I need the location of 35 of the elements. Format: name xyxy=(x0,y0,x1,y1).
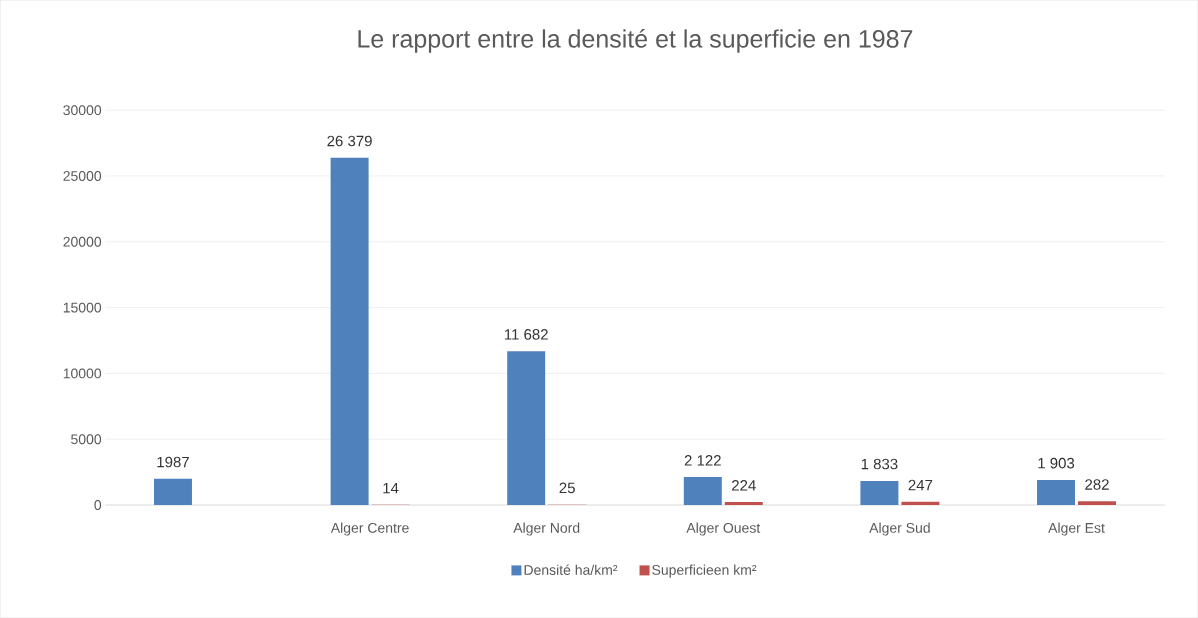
chart-title: Le rapport entre la densité et la superficie en 1987 xyxy=(358,28,913,53)
bar xyxy=(507,351,546,505)
data-label: 1987 xyxy=(157,456,189,468)
y-tick-label: 15000 xyxy=(63,302,102,313)
bar xyxy=(153,478,192,505)
bar xyxy=(901,501,940,505)
x-tick-label: Alger Est xyxy=(1048,522,1105,536)
x-tick-label: Alger Ouest xyxy=(686,522,761,536)
bar xyxy=(1037,479,1076,505)
x-tick-label: Alger Sud xyxy=(869,522,930,536)
y-tick-label: 25000 xyxy=(63,170,102,181)
y-tick-label: 10000 xyxy=(63,368,102,379)
data-label: 14 xyxy=(383,482,399,494)
data-label: 224 xyxy=(732,479,756,491)
data-label: 247 xyxy=(908,479,933,491)
data-label: 25 xyxy=(559,482,575,494)
bar xyxy=(860,480,899,505)
data-label: 1 833 xyxy=(861,458,898,470)
bar xyxy=(1078,501,1116,505)
y-tick-label: 5000 xyxy=(71,434,102,445)
y-tick-label: 0 xyxy=(94,499,102,510)
x-tick-label: Alger Nord xyxy=(513,522,580,536)
x-tick-label: Alger Centre xyxy=(330,522,409,536)
legend-label: Superficieen km² xyxy=(652,564,757,578)
legend-label: Densité ha/km² xyxy=(524,564,618,575)
y-tick-label: 20000 xyxy=(63,236,102,247)
data-label: 282 xyxy=(1085,479,1109,490)
data-label: 26 379 xyxy=(327,135,372,147)
data-label: 11 682 xyxy=(504,329,548,340)
data-label: 2 122 xyxy=(684,455,721,466)
data-label: 1 903 xyxy=(1038,457,1075,469)
bar xyxy=(724,501,763,505)
bar xyxy=(683,477,722,505)
y-tick-label: 30000 xyxy=(63,105,102,116)
bar xyxy=(330,157,369,505)
